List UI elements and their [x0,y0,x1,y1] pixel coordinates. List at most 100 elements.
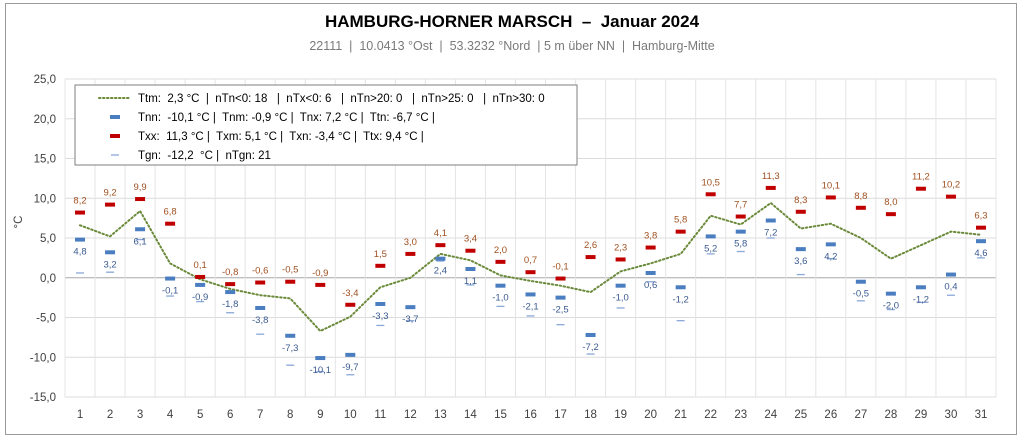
y-tick-label: -10,0 [30,352,56,364]
x-tick-label: 15 [494,409,507,421]
y-tick-label: 10,0 [34,193,56,205]
txx-data-label: 0,1 [194,260,207,271]
x-tick-label: 25 [794,409,807,421]
x-tick-label: 12 [404,409,417,421]
y-tick-label: 0,0 [40,273,56,285]
txx-data-label: -3,4 [342,288,358,299]
data-labels: 8,2 9,2 9,9 6,8 0,1 -0,8 -0,6 -0,5 -0,9 -3,4 1,5 3,… [73,171,987,376]
tnn-data-label: 5,8 [734,239,747,250]
tnn-marker [585,332,596,337]
txx-marker [165,221,176,226]
tnn-marker [435,256,446,261]
tnn-data-label: 1,1 [464,276,477,287]
txx-data-label: 8,8 [854,191,867,202]
tnn-marker [495,283,506,288]
tnn-data-label: -1,0 [612,293,628,304]
series-ttm-line [79,201,982,333]
tnn-data-label: -10,1 [309,365,331,376]
txx-marker [885,212,896,217]
txx-marker [255,280,266,285]
txx-data-label: 2,6 [584,240,597,251]
tnn-marker [945,272,956,277]
txx-data-label: 8,2 [73,196,86,207]
chart-frame [5,3,1017,435]
txx-data-label: 7,7 [734,200,747,211]
tnn-marker [375,301,386,306]
x-tick-label: 16 [524,409,537,421]
chart-title: HAMBURG-HORNER MARSCH – Januar 2024 [324,12,700,31]
legend-box [74,84,578,166]
txx-data-label: 9,9 [133,182,146,193]
tnn-data-label: -0,1 [162,286,178,297]
tnn-data-label: -2,0 [883,301,899,312]
txx-marker [615,257,626,262]
y-tick-label: -15,0 [30,392,56,404]
tnn-marker [255,305,266,310]
x-tick-label: 22 [704,409,717,421]
tnn-marker [615,283,626,288]
tnn-data-label: 3,6 [794,256,807,267]
x-tick-label: 8 [287,409,293,421]
txx-data-label: -0,8 [222,267,238,278]
txx-data-label: 2,0 [494,245,507,256]
txx-marker [225,282,236,287]
tnn-data-label: -7,2 [582,342,598,353]
legend-txx-swatch [110,134,120,138]
txx-data-label: -0,6 [252,266,268,277]
txx-marker [435,243,446,248]
txx-marker [465,248,476,253]
tnn-marker [975,239,986,244]
txx-data-label: 11,2 [912,172,930,183]
legend-entry-tgn: Tgn: -12,2 °C | nTgn: 21 [138,150,271,162]
tnn-marker [705,234,716,239]
tnn-marker [525,292,536,297]
txx-marker [135,197,146,202]
series-layer [75,185,986,376]
x-axis-ticks: 1 2 3 4 5 6 7 8 9 10 11 12 13 14 15 16 17 18 19 20 21 22 23 24 2… [77,409,988,421]
x-tick-label: 26 [824,409,837,421]
tnn-data-label: 0,4 [944,282,957,293]
tnn-marker [195,282,206,287]
tnn-data-label: 5,2 [704,243,717,254]
tnn-data-label: -1,2 [913,294,929,305]
tnn-data-label: -7,3 [282,343,298,354]
tnn-data-label: -1,2 [672,294,688,305]
tnn-marker [165,276,176,281]
tnn-marker [675,285,686,290]
tnn-data-label: 6,1 [133,236,146,247]
tnn-data-label: 4,8 [73,247,86,258]
txx-data-label: 8,3 [794,195,807,206]
tnn-marker [915,285,926,290]
tnn-marker [555,295,566,300]
txx-data-label: 10,1 [822,180,841,191]
legend: Ttm: 2,3 °C | nTn<0: 18 | nTx<0: 6 | nTn… [74,84,578,166]
txx-marker [645,245,656,250]
tnn-marker [315,356,326,361]
tnn-marker [765,218,776,223]
x-tick-label: 11 [374,409,386,421]
x-tick-label: 4 [167,409,174,421]
txx-data-label: -0,5 [282,265,298,276]
x-tick-label: 20 [644,409,657,421]
tnn-marker [225,290,236,295]
txx-data-label: 10,5 [701,177,720,188]
x-tick-label: 9 [317,409,323,421]
legend-entry-txx: Txx: 11,3 °C | Txm: 5,1 °C | Txn: -3,4 °… [138,131,424,143]
tnn-data-label: -2,1 [522,301,538,312]
y-tick-label: 20,0 [34,114,56,126]
txx-data-label: 0,7 [524,255,537,266]
tnn-data-label: -9,7 [342,362,358,373]
txx-data-label: 9,2 [103,188,116,199]
txx-data-label: -0,1 [552,262,568,273]
x-tick-label: 18 [584,409,597,421]
x-tick-label: 1 [77,409,83,421]
x-tick-label: 30 [945,409,958,421]
tnn-marker [345,352,356,357]
txx-data-label: 2,3 [614,242,627,253]
x-tick-label: 10 [344,409,357,421]
tnn-marker [285,333,296,338]
x-tick-label: 27 [854,409,867,421]
y-tick-label: 5,0 [40,233,56,245]
txx-data-label: 11,3 [762,171,780,182]
txx-data-label: 8,0 [884,197,897,208]
